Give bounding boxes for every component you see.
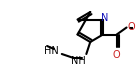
Text: HN: HN xyxy=(44,46,59,56)
Text: N: N xyxy=(101,13,108,23)
Text: NH: NH xyxy=(71,56,85,66)
Text: O: O xyxy=(113,50,120,60)
Text: O: O xyxy=(127,22,135,33)
